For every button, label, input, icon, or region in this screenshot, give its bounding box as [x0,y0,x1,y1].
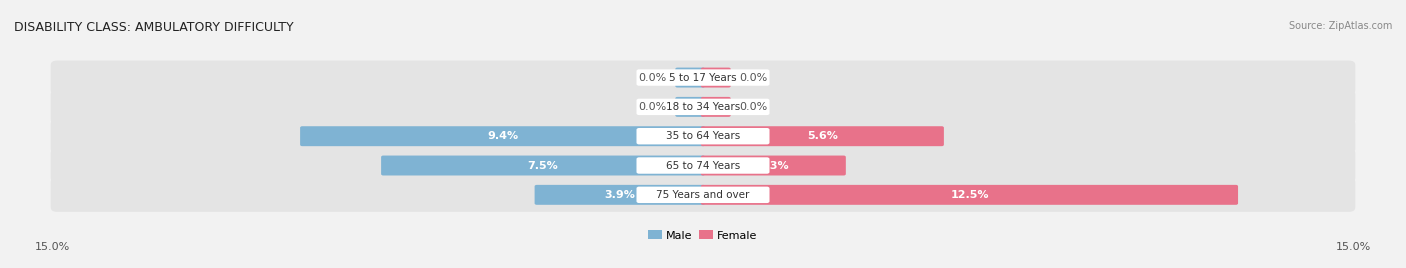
Text: 5 to 17 Years: 5 to 17 Years [669,73,737,83]
FancyBboxPatch shape [700,68,731,88]
FancyBboxPatch shape [637,69,769,86]
Text: 3.9%: 3.9% [605,190,636,200]
Text: 12.5%: 12.5% [950,190,988,200]
FancyBboxPatch shape [637,128,769,144]
FancyBboxPatch shape [700,97,731,117]
FancyBboxPatch shape [534,185,706,205]
Text: 5.6%: 5.6% [807,131,838,141]
Text: DISABILITY CLASS: AMBULATORY DIFFICULTY: DISABILITY CLASS: AMBULATORY DIFFICULTY [14,21,294,35]
FancyBboxPatch shape [299,126,706,146]
Text: 35 to 64 Years: 35 to 64 Years [666,131,740,141]
FancyBboxPatch shape [700,155,846,176]
FancyBboxPatch shape [700,126,943,146]
FancyBboxPatch shape [675,97,706,117]
Text: 9.4%: 9.4% [486,131,519,141]
Text: Source: ZipAtlas.com: Source: ZipAtlas.com [1288,21,1392,31]
Text: 15.0%: 15.0% [1336,242,1371,252]
Text: 0.0%: 0.0% [638,73,666,83]
Text: 0.0%: 0.0% [638,102,666,112]
FancyBboxPatch shape [637,99,769,115]
Legend: Male, Female: Male, Female [644,226,762,245]
FancyBboxPatch shape [51,119,1355,153]
FancyBboxPatch shape [637,187,769,203]
Text: 0.0%: 0.0% [740,73,768,83]
Text: 18 to 34 Years: 18 to 34 Years [666,102,740,112]
FancyBboxPatch shape [700,185,1239,205]
FancyBboxPatch shape [51,148,1355,183]
FancyBboxPatch shape [51,178,1355,212]
Text: 65 to 74 Years: 65 to 74 Years [666,161,740,170]
Text: 75 Years and over: 75 Years and over [657,190,749,200]
FancyBboxPatch shape [51,61,1355,95]
Text: 15.0%: 15.0% [35,242,70,252]
Text: 3.3%: 3.3% [758,161,789,170]
FancyBboxPatch shape [637,157,769,174]
FancyBboxPatch shape [675,68,706,88]
Text: 7.5%: 7.5% [527,161,558,170]
Text: 0.0%: 0.0% [740,102,768,112]
FancyBboxPatch shape [51,90,1355,124]
FancyBboxPatch shape [381,155,706,176]
